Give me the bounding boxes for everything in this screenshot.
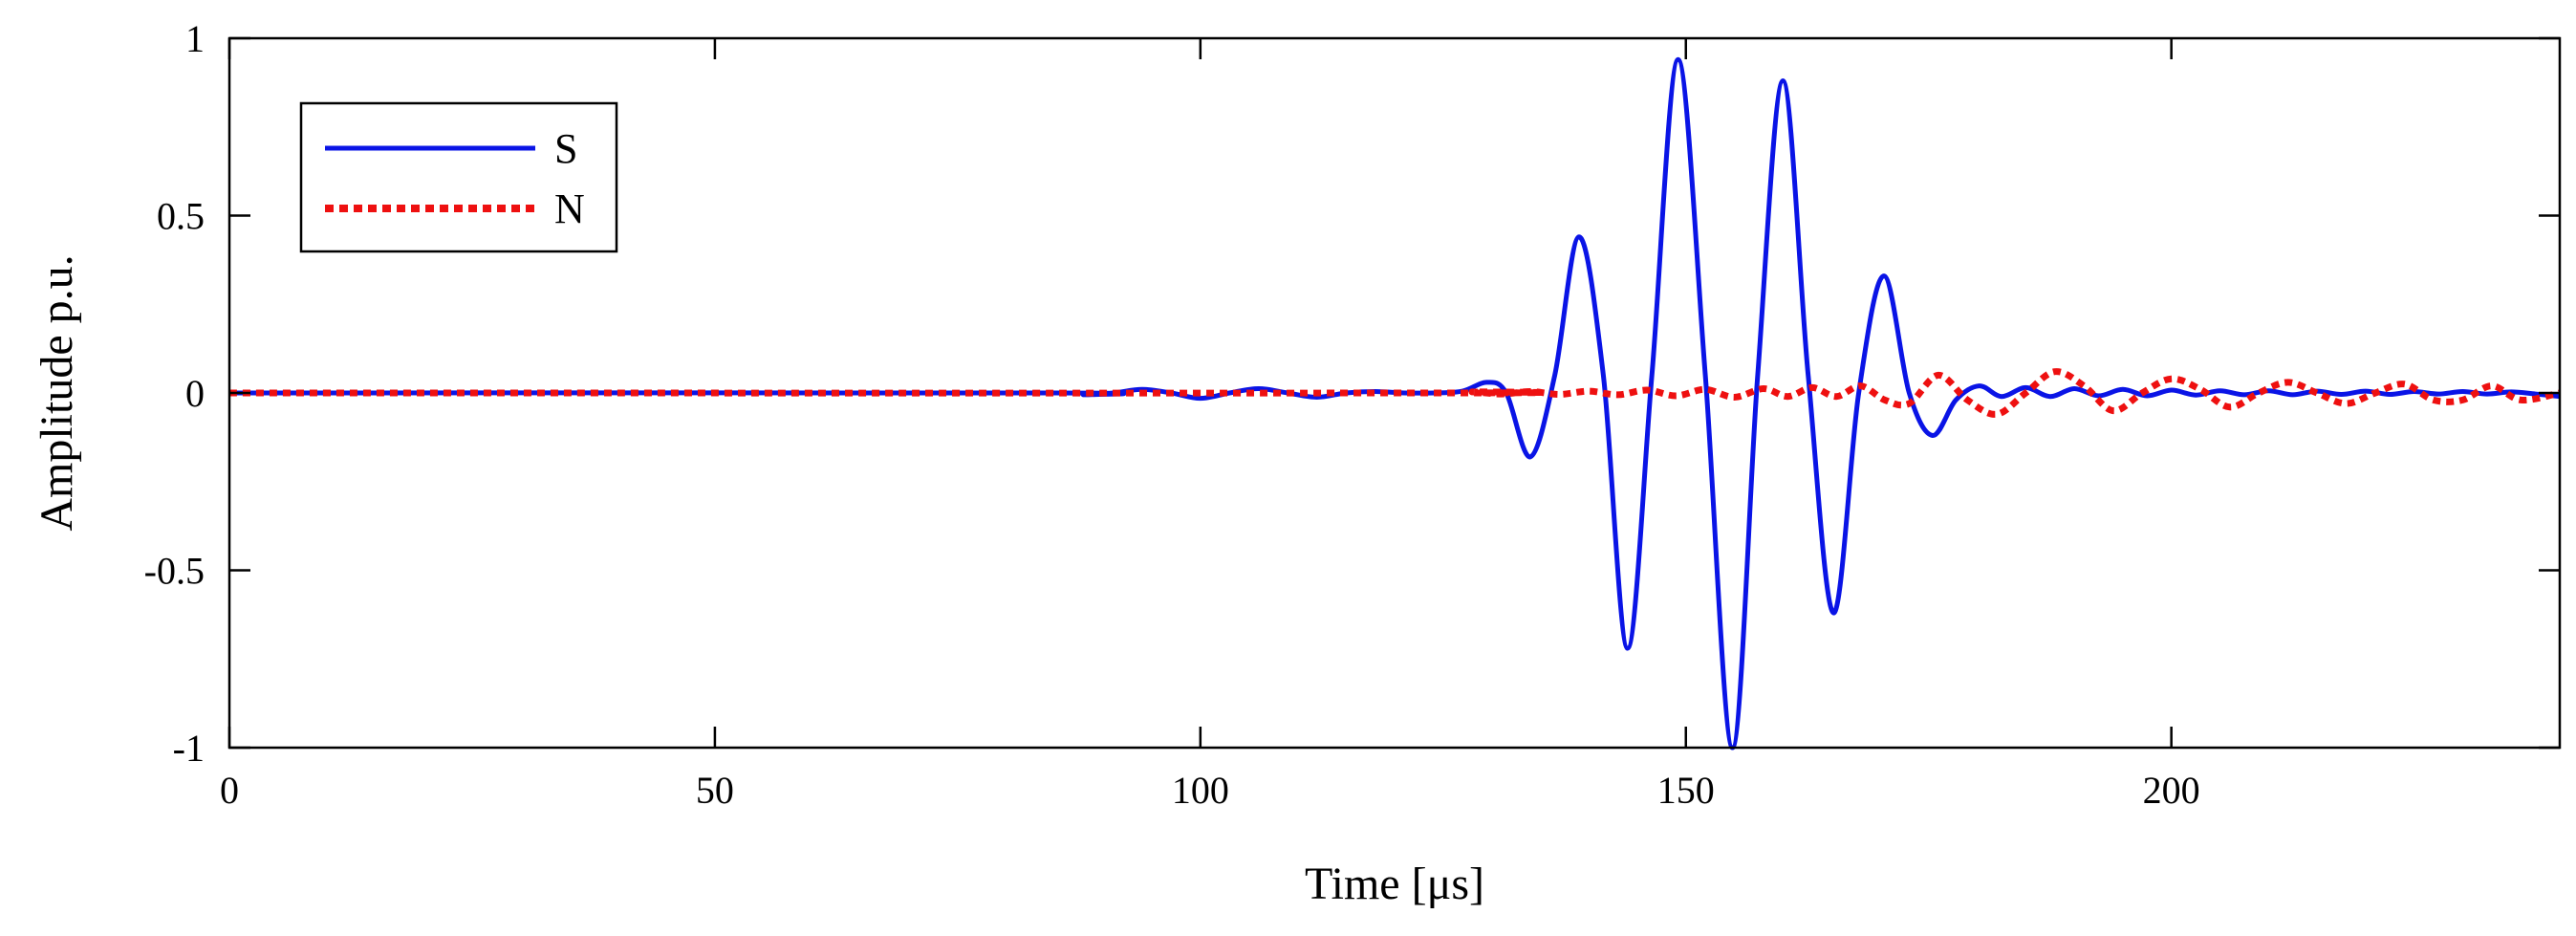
- y-tick-label: -0.5: [144, 550, 205, 593]
- ticks-layer: [227, 36, 2560, 750]
- x-tick-label: 150: [1657, 769, 1715, 812]
- x-axis-label: Time [μs]: [1305, 859, 1484, 909]
- legend-label-n: N: [554, 185, 585, 232]
- x-tick-label: 100: [1172, 769, 1229, 812]
- x-tick-label: 0: [220, 769, 239, 812]
- x-tick-labels: 0 50 100 150 200: [220, 769, 2200, 812]
- x-tick-label: 50: [696, 769, 734, 812]
- y-tick-label: -1: [173, 727, 205, 770]
- y-tick-label: 0: [185, 372, 205, 415]
- y-tick-label: 0.5: [157, 195, 205, 238]
- series-layer: [228, 56, 2561, 751]
- y-tick-labels: 1 0.5 0 -0.5 -1: [144, 17, 205, 770]
- x-tick-label: 200: [2143, 769, 2200, 812]
- legend-box: [299, 101, 618, 253]
- legend-label-s: S: [554, 125, 577, 172]
- series-line-n: [228, 368, 2561, 418]
- y-tick-label: 1: [185, 17, 205, 60]
- legend: S N: [299, 101, 618, 253]
- y-axis-label: Amplitude p.u.: [32, 254, 82, 531]
